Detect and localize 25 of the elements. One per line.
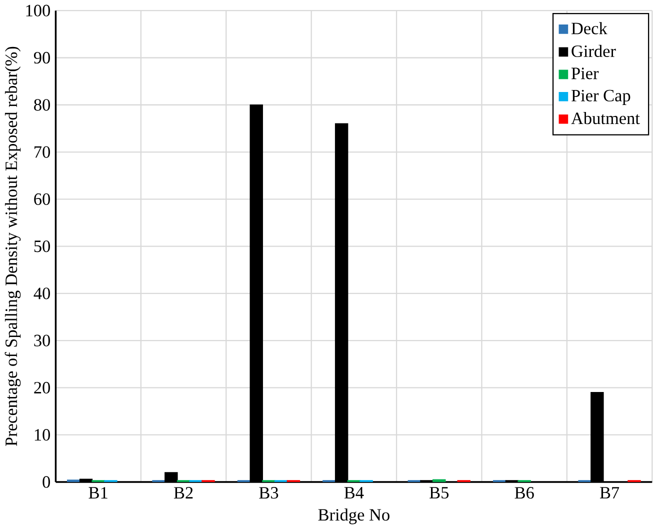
y-tick-label: 100 (26, 4, 50, 16)
x-tick-label: B5 (430, 487, 449, 499)
y-tick-label: 90 (34, 52, 50, 64)
y-tick-label: 10 (34, 429, 50, 441)
legend-label: Girder (572, 44, 616, 58)
y-tick-label: 20 (34, 382, 50, 394)
y-axis-title: Precentage of Spalling Density without Exposed rebar(%) (4, 46, 21, 446)
legend-label: Abutment (571, 112, 640, 124)
x-tick-label: B4 (344, 487, 364, 498)
x-tick-label: B7 (600, 487, 620, 498)
y-tick-label: 80 (34, 99, 50, 111)
y-tick-label: 60 (34, 193, 50, 205)
y-tick-label: 50 (34, 240, 50, 252)
y-tick-label: 30 (34, 334, 50, 346)
y-tick-label: 70 (34, 146, 50, 158)
x-tick-label: B2 (174, 487, 193, 499)
x-tick-label: B1 (88, 487, 108, 498)
legend-label: Pier Cap (571, 90, 630, 105)
legend-label: Deck (571, 22, 608, 34)
y-tick-label: 0 (42, 476, 50, 488)
x-tick-label: B3 (259, 487, 278, 499)
legend-label: Pier (571, 68, 599, 80)
x-tick-label: B6 (514, 487, 534, 499)
x-axis-title: Bridge No (318, 508, 390, 524)
y-tick-label: 40 (34, 288, 50, 300)
